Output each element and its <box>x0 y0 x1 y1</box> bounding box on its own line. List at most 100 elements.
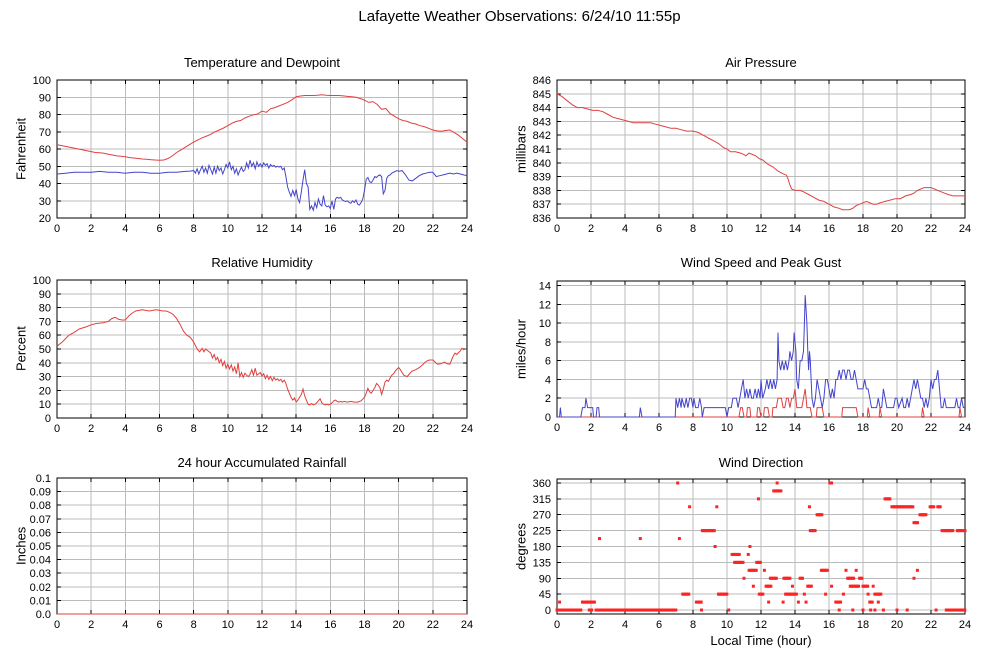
svg-text:22: 22 <box>427 223 439 235</box>
svg-text:24: 24 <box>959 223 971 235</box>
svg-text:20: 20 <box>39 213 51 225</box>
svg-text:0: 0 <box>554 619 560 631</box>
svg-text:840: 840 <box>533 158 551 170</box>
chart-title-rainfall: 24 hour Accumulated Rainfall <box>177 455 347 470</box>
svg-text:836: 836 <box>533 213 551 225</box>
svg-text:4: 4 <box>622 223 628 235</box>
svg-text:0.01: 0.01 <box>30 595 51 607</box>
svg-text:12: 12 <box>256 423 268 435</box>
chart-title-relative-humidity: Relative Humidity <box>211 255 313 270</box>
page-title: Lafayette Weather Observations: 6/24/10 … <box>358 8 681 25</box>
svg-text:70: 70 <box>39 316 51 328</box>
svg-text:8: 8 <box>690 223 696 235</box>
svg-text:50: 50 <box>39 344 51 356</box>
svg-text:4: 4 <box>545 374 551 386</box>
svg-text:18: 18 <box>857 223 869 235</box>
svg-text:846: 846 <box>533 75 551 87</box>
svg-text:16: 16 <box>823 223 835 235</box>
svg-text:10: 10 <box>721 422 733 434</box>
svg-text:0: 0 <box>554 422 560 434</box>
svg-text:841: 841 <box>533 144 551 156</box>
svg-text:0: 0 <box>45 413 51 425</box>
svg-text:225: 225 <box>533 526 551 538</box>
svg-text:0.08: 0.08 <box>30 500 51 512</box>
svg-text:4: 4 <box>122 619 128 631</box>
svg-text:24: 24 <box>959 422 971 434</box>
svg-text:2: 2 <box>88 619 94 631</box>
chart-title-wind-direction: Wind Direction <box>718 455 804 470</box>
svg-text:0.03: 0.03 <box>30 568 51 580</box>
svg-text:80: 80 <box>39 303 51 315</box>
svg-text:14: 14 <box>789 223 801 235</box>
svg-text:10: 10 <box>222 619 234 631</box>
svg-text:16: 16 <box>324 223 336 235</box>
chart-title-air-pressure: Air Pressure <box>725 55 797 70</box>
air-pressure-plot: 0 2 4 6 8 10 12 14 16 18 20 22 248368378388398408418… <box>533 75 971 235</box>
svg-text:2: 2 <box>588 619 594 631</box>
svg-text:2: 2 <box>588 422 594 434</box>
svg-text:18: 18 <box>857 422 869 434</box>
svg-text:14: 14 <box>290 223 302 235</box>
svg-text:60: 60 <box>39 330 51 342</box>
svg-text:315: 315 <box>533 494 551 506</box>
svg-text:30: 30 <box>39 196 51 208</box>
svg-text:6: 6 <box>156 423 162 435</box>
chart-title-temperature-dewpoint: Temperature and Dewpoint <box>183 55 341 70</box>
svg-text:839: 839 <box>533 172 551 184</box>
svg-text:12: 12 <box>755 223 767 235</box>
svg-text:0.1: 0.1 <box>36 473 51 485</box>
svg-text:22: 22 <box>427 619 439 631</box>
svg-text:45: 45 <box>539 589 551 601</box>
svg-text:14: 14 <box>789 619 801 631</box>
svg-text:10: 10 <box>721 223 733 235</box>
svg-text:20: 20 <box>891 223 903 235</box>
chart-title-wind-speed-gust: Wind Speed and Peak Gust <box>680 255 842 270</box>
svg-text:20: 20 <box>891 619 903 631</box>
svg-text:10: 10 <box>721 619 733 631</box>
relative-humidity-plot: 0 2 4 6 8 10 12 14 16 18 20 22 240102030405060708090… <box>33 275 473 435</box>
svg-text:0.05: 0.05 <box>30 541 51 553</box>
svg-text:22: 22 <box>427 423 439 435</box>
svg-text:6: 6 <box>656 422 662 434</box>
svg-text:0: 0 <box>54 223 60 235</box>
svg-text:8: 8 <box>191 619 197 631</box>
svg-text:845: 845 <box>533 89 551 101</box>
svg-text:90: 90 <box>39 92 51 104</box>
svg-text:6: 6 <box>156 619 162 631</box>
chart-wind-direction: Wind Direction degrees 0 2 4 6 8 10 12 14 16 18 20… <box>500 450 999 659</box>
svg-text:90: 90 <box>39 289 51 301</box>
svg-text:20: 20 <box>39 385 51 397</box>
svg-text:16: 16 <box>324 619 336 631</box>
svg-text:14: 14 <box>539 281 551 293</box>
svg-text:0: 0 <box>545 605 551 617</box>
svg-text:18: 18 <box>358 423 370 435</box>
svg-text:14: 14 <box>290 619 302 631</box>
svg-text:20: 20 <box>393 223 405 235</box>
svg-text:843: 843 <box>533 116 551 128</box>
svg-text:100: 100 <box>33 75 51 87</box>
svg-text:16: 16 <box>823 619 835 631</box>
svg-text:40: 40 <box>39 358 51 370</box>
svg-text:8: 8 <box>191 223 197 235</box>
svg-text:0.02: 0.02 <box>30 582 51 594</box>
svg-text:100: 100 <box>33 275 51 287</box>
svg-text:12: 12 <box>755 619 767 631</box>
svg-text:844: 844 <box>533 103 551 115</box>
svg-text:8: 8 <box>191 423 197 435</box>
svg-text:12: 12 <box>256 223 268 235</box>
svg-text:0.04: 0.04 <box>30 555 51 567</box>
svg-text:18: 18 <box>358 223 370 235</box>
svg-text:20: 20 <box>891 422 903 434</box>
svg-text:6: 6 <box>545 356 551 368</box>
svg-text:8: 8 <box>690 422 696 434</box>
svg-text:10: 10 <box>39 399 51 411</box>
svg-text:0.09: 0.09 <box>30 487 51 499</box>
svg-text:24: 24 <box>461 619 473 631</box>
x-axis-label-local-time: Local Time (hour) <box>710 633 812 648</box>
svg-text:6: 6 <box>156 223 162 235</box>
svg-text:12: 12 <box>539 299 551 311</box>
